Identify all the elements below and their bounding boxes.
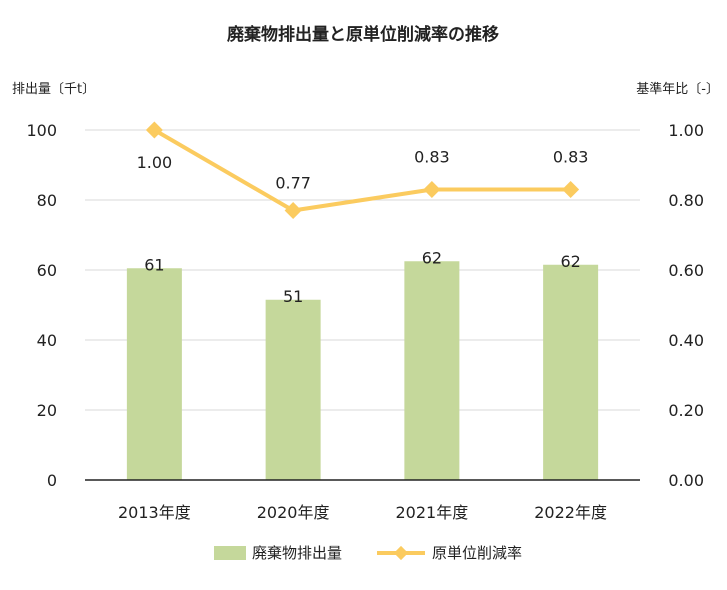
line-data-label: 0.77 (275, 174, 311, 193)
bar (126, 268, 182, 480)
bar-data-label: 61 (144, 255, 164, 274)
right-tick-label: 0.20 (668, 401, 704, 420)
left-axis-title: 排出量〔千t〕 (12, 82, 95, 97)
left-tick-label: 80 (37, 191, 57, 210)
bar-data-label: 62 (422, 248, 442, 267)
legend: 廃棄物排出量 原単位削減率 (214, 544, 522, 562)
bar (404, 261, 460, 480)
right-axis-ticks: 0.00 0.20 0.40 0.60 0.80 1.00 (668, 121, 704, 490)
line-path (153, 128, 571, 213)
line-data-label: 1.00 (137, 153, 173, 172)
right-axis-title: 基準年比〔-〕 (636, 81, 719, 97)
left-tick-label: 60 (37, 261, 57, 280)
left-tick-label: 0 (47, 471, 57, 490)
left-tick-label: 20 (37, 401, 57, 420)
right-tick-label: 0.60 (668, 261, 704, 280)
bar-series: 61 51 62 62 (126, 248, 599, 480)
bar (265, 299, 321, 480)
x-tick-label: 2021年度 (396, 503, 469, 522)
right-tick-label: 1.00 (668, 121, 704, 140)
line-marker (562, 181, 580, 198)
x-tick-label: 2020年度 (257, 503, 330, 522)
line-marker (284, 202, 302, 219)
right-tick-label: 0.40 (668, 331, 704, 350)
left-tick-label: 40 (37, 331, 57, 350)
x-tick-label: 2013年度 (118, 503, 191, 522)
x-tick-label: 2022年度 (534, 503, 607, 522)
bar-data-label: 51 (283, 287, 303, 306)
bar-data-label: 62 (560, 252, 580, 271)
right-tick-label: 0.80 (668, 191, 704, 210)
x-axis: 2013年度 2020年度 2021年度 2022年度 (85, 479, 640, 522)
bar (543, 264, 599, 480)
line-marker (145, 121, 163, 139)
legend-swatch-bar (214, 546, 246, 560)
right-tick-label: 0.00 (668, 471, 704, 490)
chart-title: 廃棄物排出量と原単位削減率の推移 (227, 24, 499, 45)
line-series: 1.00 0.77 0.83 0.83 (137, 121, 589, 219)
line-data-label: 0.83 (414, 148, 450, 167)
line-data-label: 0.83 (553, 148, 589, 167)
legend-swatch-marker (393, 545, 409, 561)
line-marker (423, 181, 441, 198)
left-tick-label: 100 (26, 121, 57, 140)
legend-label-bar: 廃棄物排出量 (252, 544, 342, 562)
left-axis-ticks: 0 20 40 60 80 100 (26, 121, 57, 490)
legend-label-line: 原単位削減率 (432, 544, 522, 562)
